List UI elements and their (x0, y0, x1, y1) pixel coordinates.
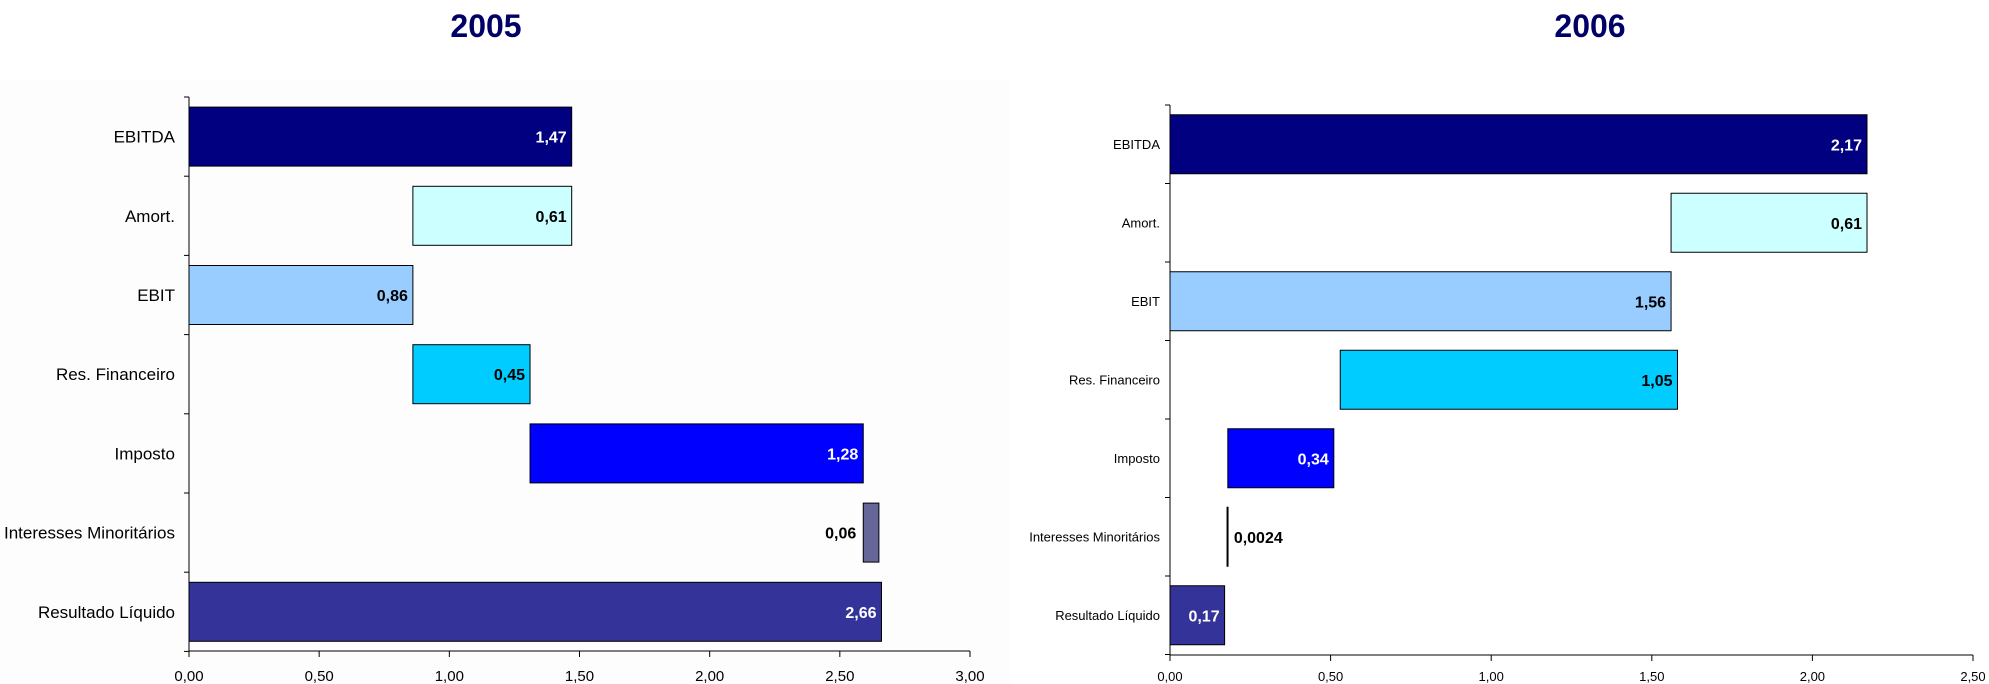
data-label: 1,28 (827, 446, 858, 463)
x-tick-label: 3,00 (955, 668, 984, 684)
x-tick-label: 1,50 (565, 668, 594, 684)
data-label: 0,17 (1188, 608, 1219, 625)
data-label: 1,47 (536, 130, 567, 147)
data-label: 0,45 (494, 367, 525, 384)
category-label: Interesses Minoritários (4, 524, 175, 543)
x-tick-label: 0,50 (305, 668, 334, 684)
x-tick-label: 2,50 (825, 668, 854, 684)
category-label: Resultado Líquido (1055, 608, 1160, 623)
category-label: Res. Financeiro (56, 365, 175, 384)
bar-3 (1169, 271, 1672, 332)
data-label: 2,17 (1831, 137, 1862, 154)
category-label: Imposto (115, 444, 175, 463)
category-label: Interesses Minoritários (1029, 529, 1160, 544)
bar-6 (1226, 506, 1229, 567)
category-label: Amort. (1122, 215, 1160, 230)
category-label: EBITDA (1113, 137, 1160, 152)
x-tick-label: 0,00 (174, 668, 203, 684)
bar-4 (1339, 349, 1678, 410)
chart-2005: EBITDA 1,47 Amort. 0,61 EBIT 0,86 Res. Finance… (4, 96, 985, 684)
data-label: 0,0024 (1234, 530, 1283, 547)
category-label: EBIT (137, 286, 175, 305)
bar-3 (188, 265, 414, 325)
data-label: 0,61 (536, 209, 567, 226)
bar-6 (862, 502, 880, 563)
category-label: Resultado Líquido (38, 603, 175, 622)
x-tick-label: 1,00 (435, 668, 464, 684)
x-tick-label: 1,50 (1639, 669, 1664, 684)
data-label: 0,34 (1298, 451, 1329, 468)
data-label: 0,61 (1831, 216, 1862, 233)
x-tick-label: 2,00 (695, 668, 724, 684)
x-tick-label: 1,00 (1479, 669, 1504, 684)
data-label: 2,66 (845, 605, 876, 622)
x-tick-label: 2,50 (1960, 669, 1985, 684)
data-label: 0,06 (825, 526, 856, 543)
category-label: Res. Financeiro (1069, 372, 1160, 387)
chart-title-2006: 2006 (1554, 8, 1626, 44)
data-label: 1,56 (1635, 294, 1666, 311)
x-tick-label: 2,00 (1800, 669, 1825, 684)
bar-1 (1169, 114, 1868, 175)
category-label: Imposto (1114, 451, 1160, 466)
x-tick-label: 0,00 (1157, 669, 1182, 684)
data-label: 1,05 (1641, 373, 1672, 390)
bar-7 (1169, 585, 1226, 646)
category-label: Amort. (125, 207, 175, 226)
bar-2 (1670, 192, 1868, 253)
data-label: 0,86 (377, 288, 408, 305)
chart-title-2005: 2005 (450, 8, 522, 44)
bar-5 (1227, 428, 1335, 489)
bar-1 (188, 106, 573, 167)
bar-5 (529, 423, 864, 484)
bar-7 (188, 581, 882, 642)
category-label: EBITDA (114, 128, 176, 147)
x-tick-label: 0,50 (1318, 669, 1343, 684)
bar-2 (412, 185, 573, 246)
category-label: EBIT (1131, 294, 1160, 309)
bar-4 (412, 344, 531, 405)
chart-2006: EBITDA 2,17 Amort. 0,61 EBIT 1,56 Res. Finance… (1029, 104, 1986, 684)
